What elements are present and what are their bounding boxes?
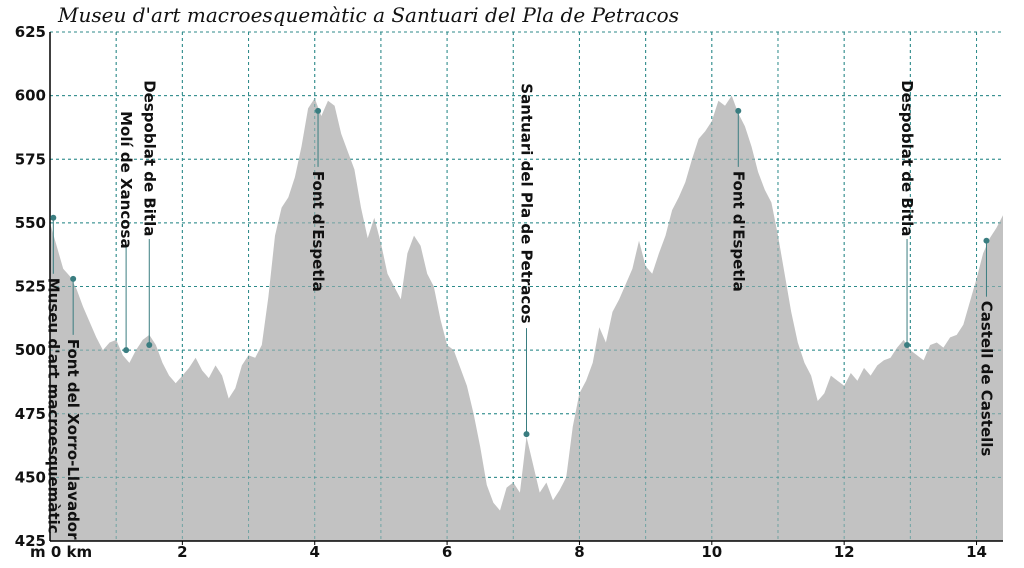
waypoint-marker (315, 107, 322, 114)
x-tick-label: 12 (834, 543, 855, 561)
waypoint-marker (523, 431, 530, 438)
x-tick-label: 10 (701, 543, 722, 561)
waypoint-marker (146, 342, 153, 349)
waypoint-label: Font del Xorro-Llavador (64, 339, 82, 540)
y-tick-label: 525 (15, 278, 46, 296)
waypoint: Castell de Castells (977, 237, 995, 457)
waypoint-label: Museu d'art macroesquemàtic (44, 278, 62, 534)
chart-title: Museu d'art macroesquemàtic a Santuari d… (57, 3, 679, 27)
waypoint: Font del Xorro-Llavador (64, 275, 82, 540)
y-tick-label: 550 (15, 214, 46, 232)
waypoint: Despoblat de Bitla (898, 80, 916, 349)
waypoint-label: Font d'Espetla (729, 171, 747, 292)
y-tick-label: 625 (15, 23, 46, 41)
waypoints: Museu d'art macroesquemàtic Font del Xorr… (44, 80, 995, 540)
waypoint-label: Font d'Espetla (309, 171, 327, 292)
waypoint-label: Molí de Xancosa (117, 111, 135, 248)
waypoint-marker (735, 107, 742, 114)
y-tick-label: 425 (15, 532, 46, 550)
waypoint-label: Santuari del Pla de Petracos (518, 83, 536, 323)
x-tick-labels: 2 4 6 8 10 12 14 (177, 541, 987, 561)
waypoint-marker (904, 342, 911, 349)
waypoint-marker (50, 214, 57, 221)
x-tick-label: 6 (442, 543, 452, 561)
y-tick-label: 475 (15, 405, 46, 423)
waypoint-marker (983, 237, 990, 244)
waypoint-label: Despoblat de Bitla (898, 80, 916, 236)
y-tick-label: 600 (15, 87, 46, 105)
x-tick-label: 14 (966, 543, 987, 561)
waypoint-marker (70, 275, 77, 282)
waypoint: Santuari del Pla de Petracos (518, 83, 536, 438)
waypoint: Font d'Espetla (729, 107, 747, 292)
y-tick-labels: 425 450 475 500 525 550 575 600 625 (15, 23, 46, 550)
waypoint: Despoblat de Bitla (140, 80, 158, 349)
waypoint: Museu d'art macroesquemàtic (44, 214, 62, 534)
x-tick-label: 8 (574, 543, 584, 561)
y-tick-label: 575 (15, 150, 46, 168)
waypoint-label: Castell de Castells (977, 301, 995, 457)
x-tick-label: 4 (310, 543, 320, 561)
waypoint: Molí de Xancosa (117, 111, 135, 354)
x-unit-label: m 0 km (30, 543, 92, 561)
y-tick-label: 450 (15, 468, 46, 486)
grid-lines-overlay (50, 31, 1003, 542)
y-tick-label: 500 (15, 341, 46, 359)
elevation-area (50, 95, 1003, 541)
waypoint-marker (123, 347, 130, 354)
waypoint: Font d'Espetla (309, 107, 327, 292)
x-tick-label: 2 (177, 543, 187, 561)
waypoint-label: Despoblat de Bitla (140, 80, 158, 236)
